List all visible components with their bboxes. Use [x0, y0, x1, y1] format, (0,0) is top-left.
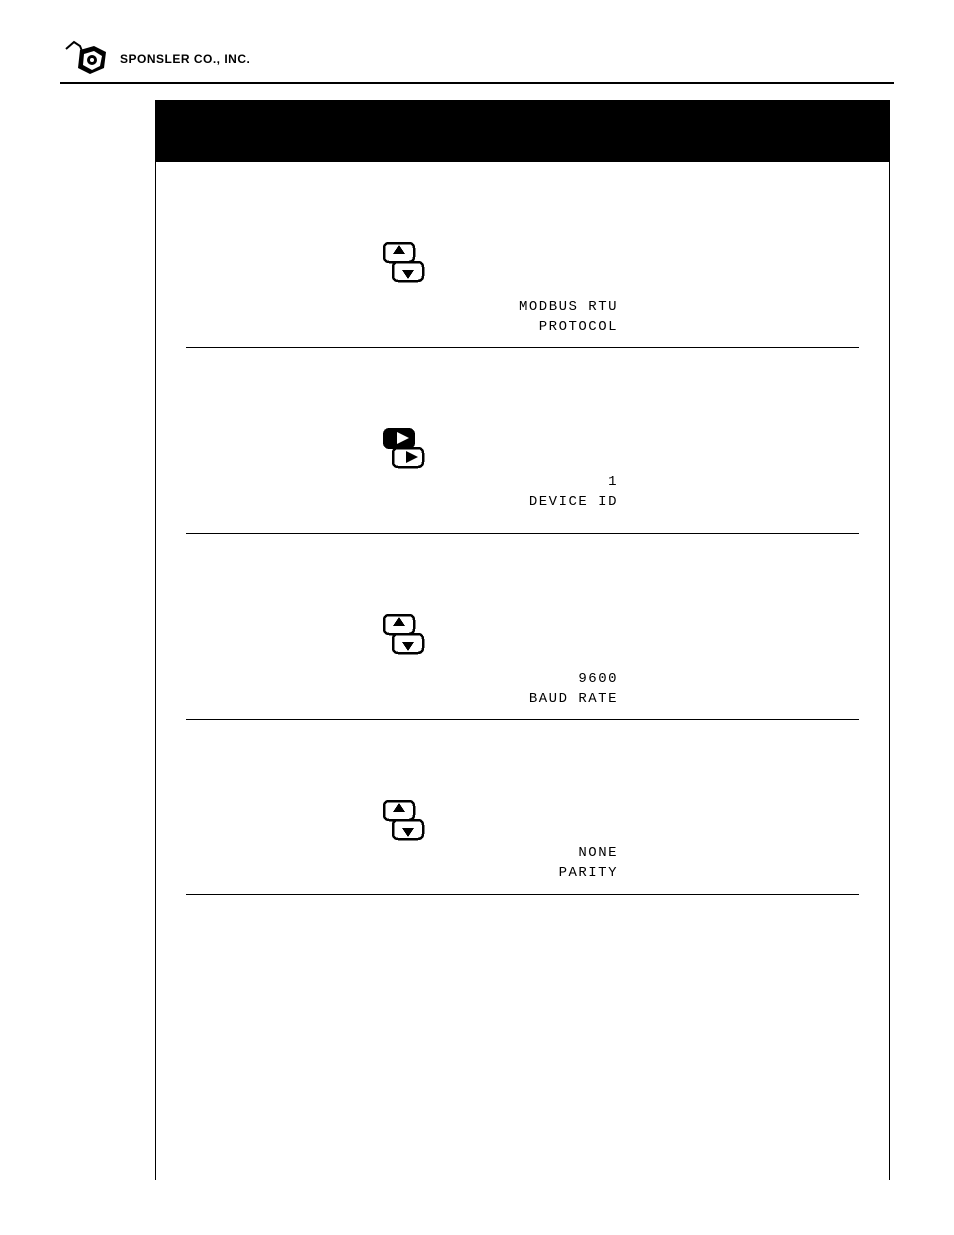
- lcd-parity: NONE PARITY: [458, 843, 618, 883]
- lcd-label: PROTOCOL: [458, 317, 618, 337]
- config-row-deviceid: 1 DEVICE ID: [156, 348, 889, 534]
- page-header: SPONSLER CO., INC.: [60, 38, 894, 80]
- company-logo-icon: [60, 38, 112, 80]
- lcd-label: DEVICE ID: [458, 492, 618, 512]
- trailing-space: [156, 895, 889, 1180]
- lcd-value: NONE: [458, 843, 618, 863]
- lcd-protocol: MODBUS RTU PROTOCOL: [458, 297, 618, 337]
- header-divider: [60, 82, 894, 84]
- lcd-label: BAUD RATE: [458, 689, 618, 709]
- panel-title-bar: [156, 100, 889, 162]
- lcd-label: PARITY: [458, 863, 618, 883]
- lcd-value: MODBUS RTU: [458, 297, 618, 317]
- up-down-arrows-icon: [381, 240, 426, 285]
- config-row-parity: NONE PARITY: [156, 720, 889, 895]
- up-down-arrows-icon: [381, 798, 426, 843]
- up-down-arrows-icon: [381, 612, 426, 657]
- lcd-value: 1: [458, 472, 618, 492]
- config-row-protocol: MODBUS RTU PROTOCOL: [156, 162, 889, 348]
- config-panel: MODBUS RTU PROTOCOL 1 DEVICE ID: [155, 100, 890, 1180]
- lcd-deviceid: 1 DEVICE ID: [458, 472, 618, 512]
- config-row-baud: 9600 BAUD RATE: [156, 534, 889, 720]
- lcd-baud: 9600 BAUD RATE: [458, 669, 618, 709]
- right-right-arrows-icon: [381, 426, 426, 471]
- company-name-text: SPONSLER CO., INC.: [120, 52, 250, 66]
- lcd-value: 9600: [458, 669, 618, 689]
